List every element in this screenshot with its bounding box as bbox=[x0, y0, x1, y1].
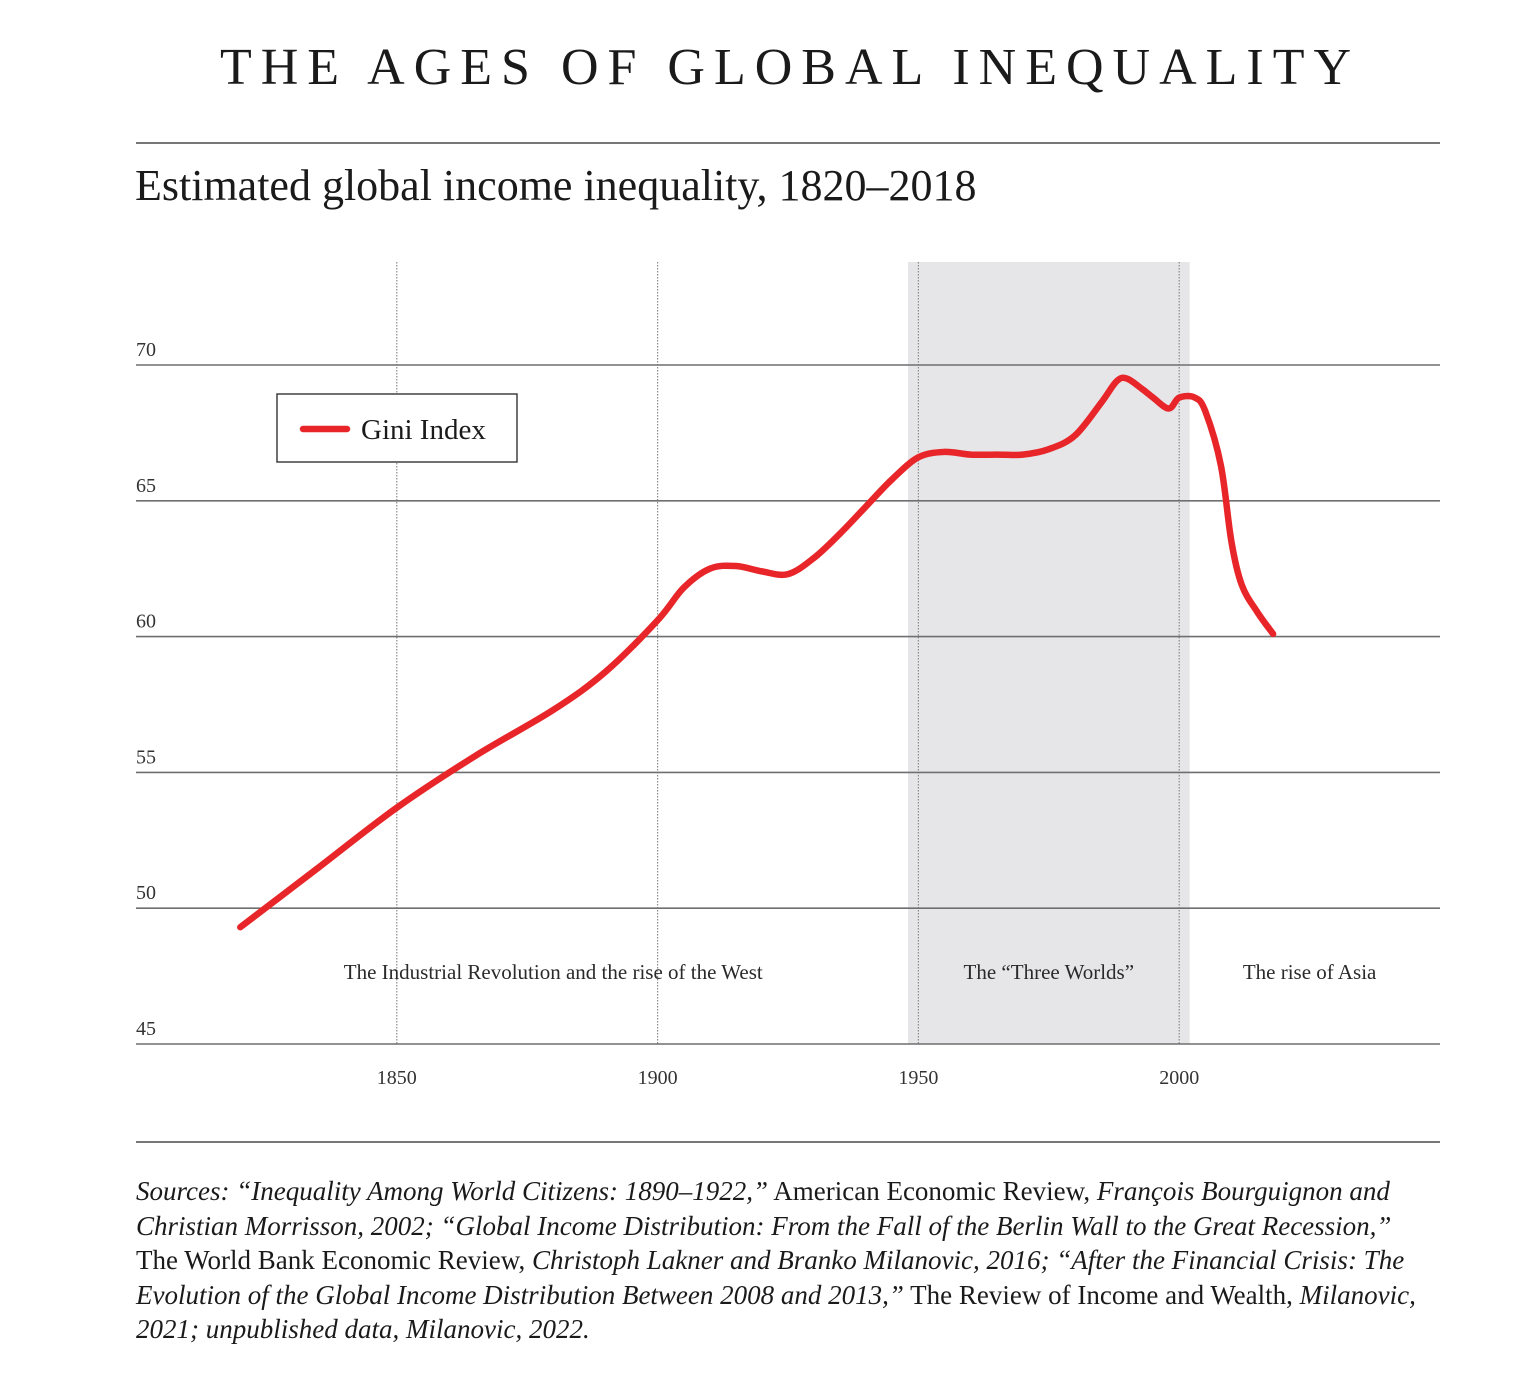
era-annotation-2: The “Three Worlds” bbox=[964, 960, 1135, 984]
sources-segment-1: Sources: “Inequality Among World Citizen… bbox=[136, 1176, 768, 1206]
y-tick-label-50: 50 bbox=[136, 882, 156, 904]
sources-segment-6: The Review of Income and Wealth, bbox=[903, 1279, 1300, 1310]
y-tick-label-65: 65 bbox=[136, 475, 156, 497]
bottom-divider bbox=[136, 1141, 1440, 1143]
x-tick-label-1850: 1850 bbox=[377, 1067, 417, 1089]
era-annotation-1: The Industrial Revolution and the rise o… bbox=[344, 960, 763, 984]
chart-subtitle: Estimated global income inequality, 1820… bbox=[135, 161, 977, 210]
gini-index-line bbox=[237, 374, 1277, 931]
x-tick-label-1900: 1900 bbox=[638, 1067, 678, 1089]
legend-label-gini: Gini Index bbox=[361, 414, 486, 446]
sources-segment-3: François Bourguignon and Christian Morri… bbox=[136, 1176, 1392, 1241]
y-tick-label-45: 45 bbox=[136, 1018, 156, 1040]
top-divider bbox=[136, 142, 1440, 144]
x-tick-label-1950: 1950 bbox=[898, 1067, 938, 1089]
three-worlds-shaded-region bbox=[907, 262, 1190, 1044]
x-tick-label-2000: 2000 bbox=[1159, 1067, 1199, 1089]
y-tick-label-55: 55 bbox=[136, 746, 156, 768]
page-title: THE AGES OF GLOBAL INEQUALITY bbox=[219, 39, 1361, 96]
sources-segment-4: The World Bank Economic Review, bbox=[136, 1245, 532, 1275]
sources-segment-7: Milanovic, 2021; unpublished data, Milan… bbox=[136, 1279, 1416, 1345]
sources-note: Sources: “Inequality Among World Citizen… bbox=[136, 1174, 1426, 1347]
y-tick-label-70: 70 bbox=[136, 339, 156, 361]
y-tick-label-60: 60 bbox=[136, 611, 156, 633]
sources-segment-5: Christoph Lakner and Branko Milanovic, 2… bbox=[136, 1245, 1405, 1310]
era-annotation-3: The rise of Asia bbox=[1243, 960, 1377, 984]
sources-segment-2: American Economic Review, bbox=[768, 1176, 1097, 1206]
